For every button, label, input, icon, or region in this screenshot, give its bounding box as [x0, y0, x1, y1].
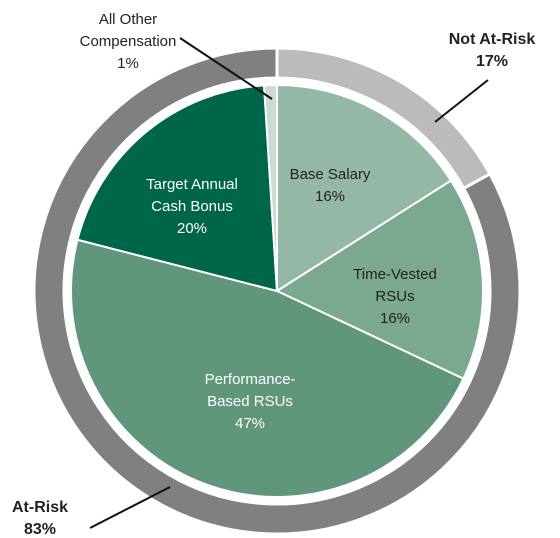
- slice-label: RSUs: [375, 288, 414, 305]
- slice-label: Performance-: [205, 371, 296, 388]
- slice-value-label: 1%: [117, 55, 139, 72]
- pie-slice: [263, 83, 278, 292]
- pie-slice: [274, 179, 484, 381]
- slice-value-label: 20%: [177, 220, 207, 237]
- slice-label: Compensation: [80, 33, 177, 50]
- ring-segment: [32, 46, 522, 536]
- slice-value-label: 47%: [235, 415, 265, 432]
- slice-label: Cash Bonus: [151, 198, 233, 215]
- slice-label: Based RSUs: [207, 393, 293, 410]
- leader-line: [89, 486, 171, 529]
- slice-value-label: 16%: [315, 188, 345, 205]
- ring-value-label: 83%: [24, 521, 56, 538]
- leader-line: [434, 79, 489, 123]
- pie-slice: [76, 84, 279, 293]
- pie-slice: [70, 238, 465, 498]
- ring-value-label: 17%: [476, 53, 508, 70]
- slice-label: Target Annual: [146, 176, 238, 193]
- slice-value-label: 16%: [380, 310, 410, 327]
- ring-label: Not At-Risk: [449, 31, 536, 48]
- slice-label: Time-Vested: [353, 266, 437, 283]
- leader-line: [179, 37, 273, 100]
- slice-label: All Other: [99, 11, 157, 28]
- ring-label: At-Risk: [12, 499, 68, 516]
- slice-label: Base Salary: [290, 166, 371, 183]
- pie-slice: [276, 83, 453, 293]
